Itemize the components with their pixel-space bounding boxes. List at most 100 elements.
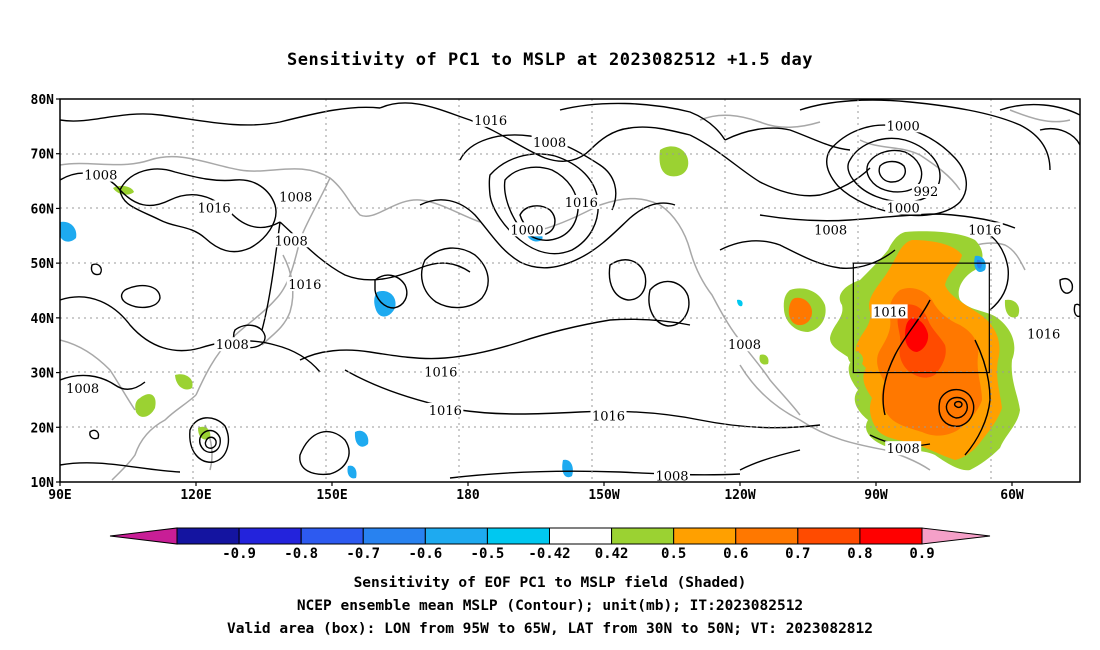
lat-tick-label: 60N <box>31 202 55 217</box>
contour-label: 1016 <box>429 404 462 419</box>
sensitivity-shading <box>60 146 1020 479</box>
contour-label-bg <box>871 304 908 319</box>
contour-label-bg <box>885 118 922 133</box>
contour-label: 1016 <box>288 278 321 293</box>
latitude-axis: 80N 70N 60N 50N 40N 30N 20N 10N <box>31 93 60 491</box>
contour-label: 1000 <box>887 201 920 216</box>
colorbar-label: -0.8 <box>284 546 318 562</box>
contour-label-bg <box>286 277 323 292</box>
contour-label-bg <box>590 408 627 423</box>
contour-label: 1008 <box>66 382 99 397</box>
contour-label: 1008 <box>655 470 688 485</box>
contour-label-bg <box>472 112 509 127</box>
colorbar-label: 0.5 <box>661 546 686 562</box>
contour-label: 1008 <box>533 136 566 151</box>
colorbar-segment <box>735 527 799 545</box>
contour-label: 1008 <box>728 338 761 353</box>
lon-tick-label: 90W <box>864 488 888 503</box>
contour-label-bg <box>812 222 849 237</box>
contour-label-bg <box>422 364 459 379</box>
longitude-axis: 90E 120E 150E 180 150W 120W 90W 60W <box>48 482 1024 503</box>
lon-tick-label: 150E <box>316 488 347 503</box>
contour-label-bg <box>196 200 233 215</box>
lat-tick-label: 20N <box>31 421 55 436</box>
contour-label: 1016 <box>474 114 507 129</box>
colorbar-label: 0.8 <box>847 546 872 562</box>
contour-label-bg <box>214 337 251 352</box>
contour-label: 1000 <box>510 223 543 238</box>
colorbar-segment <box>238 527 302 545</box>
contour-label: 1008 <box>275 234 308 249</box>
colorbar-segment <box>549 527 613 545</box>
contour-label: 1008 <box>84 169 117 184</box>
colorbar-low-end <box>109 527 178 545</box>
colorbar-segment <box>797 527 861 545</box>
contour-label: 1008 <box>814 223 847 238</box>
contour-label-bg <box>64 380 101 395</box>
colorbar-label: -0.7 <box>346 546 380 562</box>
contour-label: 1016 <box>565 196 598 211</box>
contour-label-bg <box>1025 326 1062 341</box>
lon-tick-label: 90E <box>48 488 71 503</box>
colorbar-high-end <box>921 527 991 545</box>
lat-tick-label: 70N <box>31 148 55 163</box>
colorbar-label: -0.42 <box>528 546 570 562</box>
contour-label-bg <box>563 194 600 209</box>
colorbar-label: -0.9 <box>222 546 256 562</box>
lat-tick-label: 80N <box>31 93 55 108</box>
contour-label: 1008 <box>216 338 249 353</box>
colorbar-segment <box>859 527 923 545</box>
colorbar-segment <box>300 527 364 545</box>
lon-tick-label: 60W <box>1000 488 1024 503</box>
contour-label: 1008 <box>279 190 312 205</box>
lon-tick-label: 180 <box>456 488 480 503</box>
contour-label-bg <box>911 184 940 199</box>
colorbar-label: -0.6 <box>408 546 442 562</box>
colorbar-segment <box>362 527 426 545</box>
colorbar-segment <box>611 527 675 545</box>
contour-label-bg <box>885 200 922 215</box>
caption-contour: NCEP ensemble mean MSLP (Contour); unit(… <box>296 598 804 614</box>
contour-label-bg <box>508 222 545 237</box>
contour-labels: 1016 1008 1008 1016 1008 1008 1000 1016 1016 1008… <box>64 112 1062 485</box>
caption-valid-area: Valid area (box): LON from 95W to 65W, L… <box>226 621 873 637</box>
contour-label-bg <box>273 233 310 248</box>
contour-label: 1016 <box>592 409 625 424</box>
contour-label: 1016 <box>1027 327 1060 342</box>
contour-label-bg <box>726 337 763 352</box>
colorbar-segment <box>424 527 488 545</box>
colorbar-label: 0.42 <box>595 546 629 562</box>
contour-label-bg <box>82 167 119 182</box>
plot-frame <box>59 98 1081 483</box>
colorbar-label: 0.9 <box>909 546 934 562</box>
map-title: Sensitivity of PC1 to MSLP at 2023082512… <box>286 50 813 70</box>
contour-label: 992 <box>913 185 938 200</box>
lon-tick-label: 120E <box>180 488 211 503</box>
lon-tick-label: 120W <box>724 488 755 503</box>
contour-label-bg <box>277 189 314 204</box>
colorbar-label: 0.6 <box>723 546 748 562</box>
contour-label-bg <box>654 468 690 482</box>
contour-label: 1016 <box>424 366 457 381</box>
contour-label: 1008 <box>887 442 920 457</box>
lat-tick-label: 10N <box>31 476 55 491</box>
valid-area-box <box>852 262 990 374</box>
lat-tick-label: 40N <box>31 312 55 327</box>
contour-label-bg <box>885 441 922 456</box>
lon-tick-label: 150W <box>588 488 619 503</box>
lat-tick-label: 30N <box>31 367 55 382</box>
contour-label: 1016 <box>873 305 906 320</box>
shade-negative <box>60 221 77 242</box>
colorbar-segment <box>176 527 240 545</box>
colorbar-label: -0.5 <box>471 546 505 562</box>
caption-shading: Sensitivity of EOF PC1 to MSLP field (Sh… <box>353 575 747 591</box>
colorbar: -0.9 -0.8 -0.7 -0.6 -0.5 -0.42 0.42 0.5 0.6 0.7 0.… <box>109 527 991 562</box>
colorbar-label: 0.7 <box>785 546 810 562</box>
shade-positive-0.9 <box>905 318 929 352</box>
contour-label: 1000 <box>887 119 920 134</box>
contour-label-bg <box>531 134 568 149</box>
lat-tick-label: 50N <box>31 257 55 272</box>
colorbar-segment <box>486 527 550 545</box>
colorbar-segment <box>673 527 737 545</box>
